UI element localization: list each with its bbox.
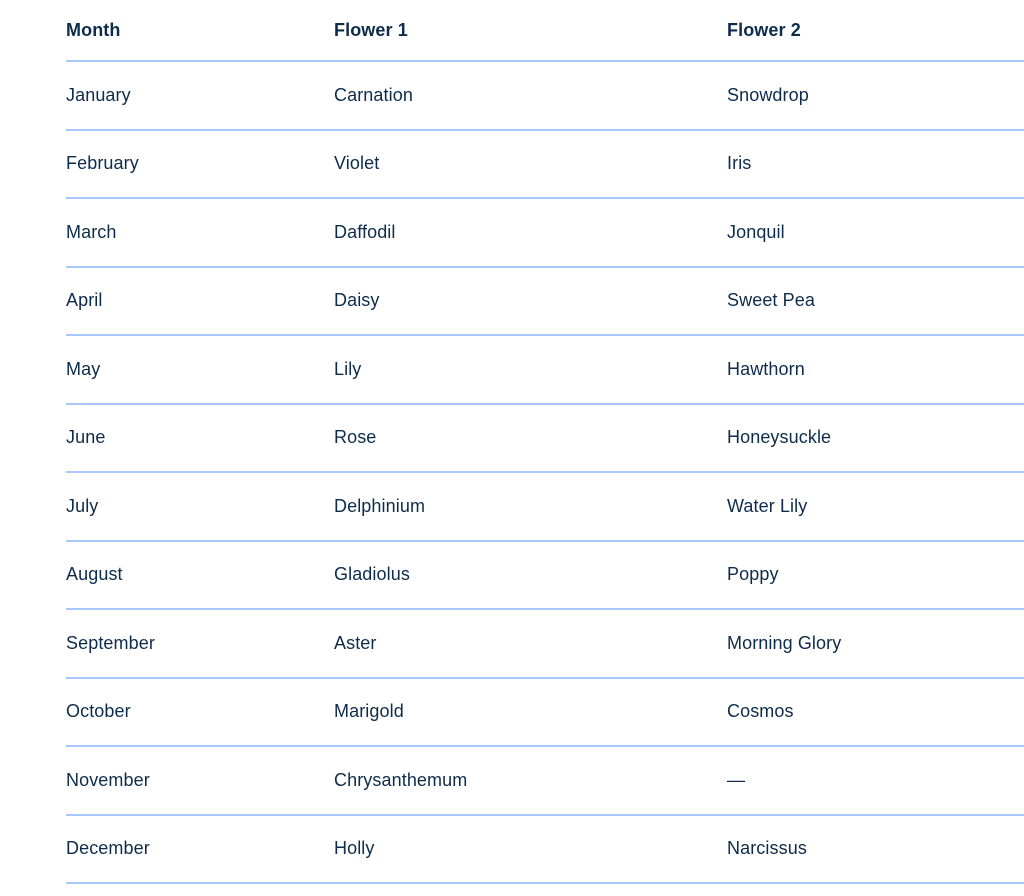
- flower-table-container: Month Flower 1 Flower 2 January Carnation…: [66, 0, 1024, 884]
- table-cell-flower1: Rose: [334, 403, 727, 473]
- table-cell-flower2: —: [727, 746, 1024, 816]
- table-cell-month: May: [66, 335, 334, 405]
- table-row: December Holly Narcissus: [66, 814, 1024, 884]
- table-cell-flower1: Gladiolus: [334, 540, 727, 610]
- column-header-flower2: Flower 2: [727, 0, 1024, 62]
- table-cell-month: March: [66, 198, 334, 268]
- table-cell-flower1: Chrysanthemum: [334, 746, 727, 816]
- table-cell-month: June: [66, 403, 334, 473]
- table-cell-month: April: [66, 266, 334, 336]
- table-cell-flower1: Carnation: [334, 61, 727, 131]
- table-cell-flower2: Water Lily: [727, 472, 1024, 542]
- table-row: August Gladiolus Poppy: [66, 540, 1024, 610]
- table-row: November Chrysanthemum —: [66, 746, 1024, 816]
- table-cell-month: September: [66, 609, 334, 679]
- table-cell-flower2: Honeysuckle: [727, 403, 1024, 473]
- table-row: June Rose Honeysuckle: [66, 403, 1024, 473]
- table-row: April Daisy Sweet Pea: [66, 266, 1024, 336]
- table-cell-flower1: Holly: [334, 814, 727, 884]
- table-cell-month: February: [66, 129, 334, 199]
- table-cell-flower2: Iris: [727, 129, 1024, 199]
- flower-table: Month Flower 1 Flower 2 January Carnation…: [66, 0, 1024, 884]
- table-row: September Aster Morning Glory: [66, 609, 1024, 679]
- table-row: March Daffodil Jonquil: [66, 198, 1024, 268]
- column-header-flower1: Flower 1: [334, 0, 727, 62]
- table-cell-flower2: Cosmos: [727, 677, 1024, 747]
- table-cell-flower2: Jonquil: [727, 198, 1024, 268]
- table-cell-flower2: Sweet Pea: [727, 266, 1024, 336]
- table-cell-month: October: [66, 677, 334, 747]
- table-header-row: Month Flower 1 Flower 2: [66, 0, 1024, 62]
- table-cell-flower2: Hawthorn: [727, 335, 1024, 405]
- table-body: January Carnation Snowdrop February Violet Ir…: [66, 61, 1024, 884]
- table-cell-flower1: Marigold: [334, 677, 727, 747]
- table-cell-flower2: Narcissus: [727, 814, 1024, 884]
- table-cell-flower2: Morning Glory: [727, 609, 1024, 679]
- table-row: May Lily Hawthorn: [66, 335, 1024, 405]
- table-row: July Delphinium Water Lily: [66, 472, 1024, 542]
- table-cell-flower1: Aster: [334, 609, 727, 679]
- table-cell-month: December: [66, 814, 334, 884]
- table-row: January Carnation Snowdrop: [66, 61, 1024, 131]
- table-cell-flower2: Poppy: [727, 540, 1024, 610]
- table-cell-flower1: Daffodil: [334, 198, 727, 268]
- table-row: February Violet Iris: [66, 129, 1024, 199]
- column-header-month: Month: [66, 0, 334, 62]
- table-cell-month: July: [66, 472, 334, 542]
- table-cell-flower2: Snowdrop: [727, 61, 1024, 131]
- table-cell-month: August: [66, 540, 334, 610]
- table-cell-month: November: [66, 746, 334, 816]
- table-cell-month: January: [66, 61, 334, 131]
- table-cell-flower1: Delphinium: [334, 472, 727, 542]
- table-row: October Marigold Cosmos: [66, 677, 1024, 747]
- table-cell-flower1: Violet: [334, 129, 727, 199]
- table-cell-flower1: Lily: [334, 335, 727, 405]
- table-cell-flower1: Daisy: [334, 266, 727, 336]
- table-header: Month Flower 1 Flower 2: [66, 0, 1024, 62]
